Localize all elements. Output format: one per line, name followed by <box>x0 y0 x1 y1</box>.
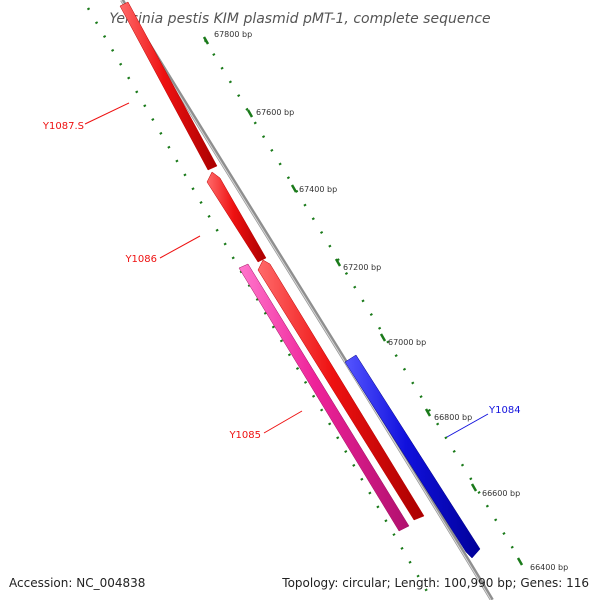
gene-label-group-Y1086: Y1086 <box>124 235 201 265</box>
gene-Y1087-S[interactable] <box>119 1 218 171</box>
scale-dotted-line-left <box>86 7 434 600</box>
scale-tick-label: 67400 bp <box>299 185 337 194</box>
gene-label-Y1087-S[interactable]: Y1087.S <box>42 121 84 132</box>
scale-tick-label: 67000 bp <box>388 338 426 347</box>
scale-dotted-line-right <box>203 39 522 561</box>
scale-tick <box>202 36 210 45</box>
scale-tick-label: 67800 bp <box>214 30 252 39</box>
map-title: Yersinia pestis KIM plasmid pMT-1, compl… <box>109 11 490 27</box>
gene-arrow <box>257 259 425 521</box>
scale-tick <box>379 333 387 342</box>
scale-tick-label: 66600 bp <box>482 489 520 498</box>
gene-Y1085-red[interactable] <box>257 259 425 521</box>
scale-ticks: 67800 bp 67600 bp 67400 bp 67200 bp 6700… <box>202 30 568 572</box>
leader-line <box>446 413 489 438</box>
accession-text: Accession: NC_004838 <box>9 576 145 590</box>
scale-tick-label: 67200 bp <box>343 263 381 272</box>
gene-Y1085[interactable] <box>238 263 410 532</box>
gene-arrow <box>344 354 481 559</box>
leader-line <box>159 235 201 259</box>
sequence-backbone <box>120 0 494 600</box>
leader-line <box>263 410 303 434</box>
gene-label-group-Y1085: Y1085 <box>228 410 303 441</box>
scale-tick <box>290 184 298 193</box>
scale-tick <box>246 109 254 118</box>
gene-Y1084[interactable] <box>344 354 481 559</box>
scale-tick <box>424 408 432 417</box>
gene-arrow <box>238 263 410 532</box>
scale-tick <box>334 258 342 267</box>
gene-label-group-Y1087-S: Y1087.S <box>42 102 130 132</box>
summary-text: Topology: circular; Length: 100,990 bp; … <box>281 576 589 590</box>
gene-label-group-Y1084: Y1084 <box>446 405 521 438</box>
sequence-backbone-highlight <box>120 0 492 600</box>
gene-Y1086[interactable] <box>206 171 267 263</box>
gene-arrow <box>119 1 218 171</box>
gene-label-Y1085[interactable]: Y1085 <box>228 430 261 441</box>
gene-label-Y1084[interactable]: Y1084 <box>488 405 521 416</box>
gene-arrow <box>206 171 267 263</box>
scale-tick-label: 66800 bp <box>434 413 472 422</box>
scale-tick-label: 67600 bp <box>256 108 294 117</box>
gene-label-Y1086[interactable]: Y1086 <box>124 254 157 265</box>
scale-tick-label: 66400 bp <box>530 563 568 572</box>
leader-line <box>84 102 130 125</box>
scale-tick <box>470 483 478 492</box>
scale-tick <box>516 557 524 566</box>
